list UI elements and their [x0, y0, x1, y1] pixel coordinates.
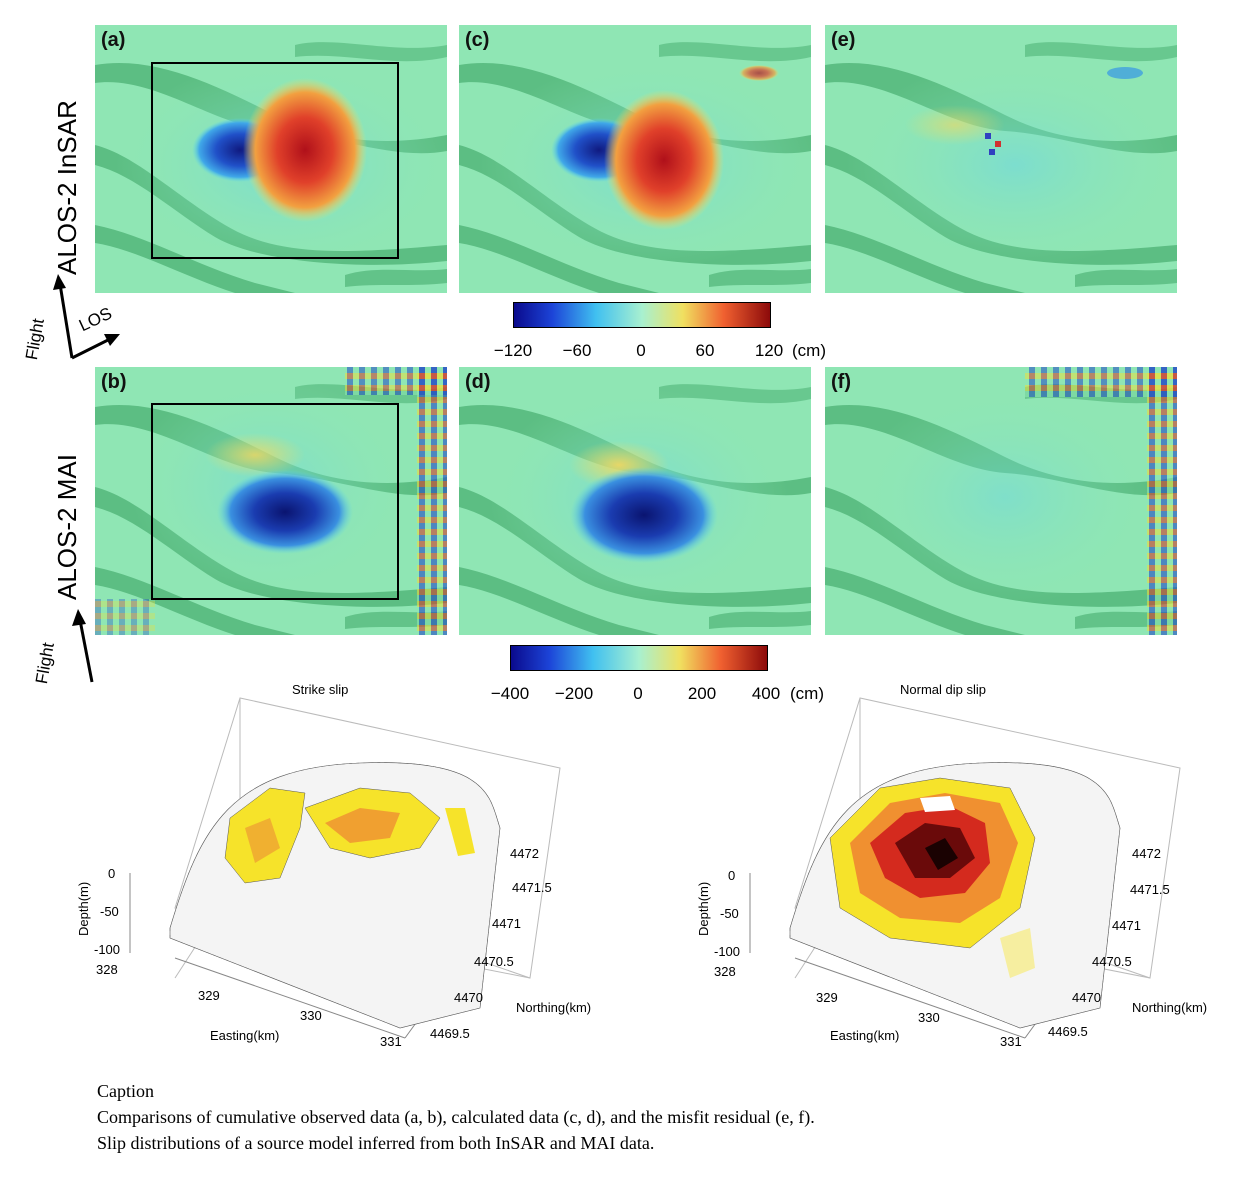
flight-arrow-mai — [72, 609, 94, 683]
cbar-insar-unit: (cm) — [792, 341, 826, 360]
xtick: 328 — [96, 962, 118, 977]
xlabel: Easting(km) — [210, 1028, 280, 1043]
panel-label-b: (b) — [101, 371, 127, 393]
row-label-mai: ALOS-2 MAI — [52, 454, 82, 600]
ytick: 4471.5 — [1130, 882, 1170, 897]
cbar-mai-tick: 0 — [633, 684, 643, 703]
ztick: -50 — [720, 906, 739, 921]
panel-d-calculated-mai: (d) — [459, 367, 811, 635]
cbar-mai-tick: −400 — [490, 684, 530, 703]
ztick: 0 — [108, 866, 116, 881]
ytick: 4471.5 — [512, 880, 552, 895]
ztick: -100 — [714, 944, 741, 959]
ylabel: Northing(km) — [1132, 1000, 1208, 1015]
caption-heading: Caption — [97, 1081, 154, 1101]
cbar-mai-tick: 400 — [751, 684, 781, 703]
zlabel: Depth(m) — [76, 881, 91, 936]
xtick: 330 — [918, 1010, 940, 1025]
xtick: 331 — [380, 1034, 402, 1049]
ylabel: Northing(km) — [516, 1000, 592, 1015]
ytick: 4471 — [1112, 918, 1141, 933]
panel-b-observed-mai: (b) — [95, 367, 447, 635]
ytick: 4469.5 — [430, 1026, 470, 1041]
cbar-mai-tick: −200 — [554, 684, 594, 703]
panel-label-c: (c) — [465, 29, 490, 51]
panel-e-residual-insar: (e) — [825, 25, 1177, 293]
panel-f-residual-mai: (f) — [825, 367, 1177, 635]
ytick: 4470.5 — [1092, 954, 1132, 969]
figure-caption: Caption Comparisons of cumulative observ… — [97, 1078, 815, 1156]
zlabel: Depth(m) — [696, 881, 711, 936]
flight-los-arrows — [53, 274, 120, 360]
xlabel: Easting(km) — [830, 1028, 900, 1043]
cbar-insar-tick: −120 — [493, 341, 533, 360]
ytick: 4470 — [454, 990, 483, 1005]
flight-label-bottom: Flight — [32, 641, 58, 686]
ytick: 4471 — [492, 916, 521, 931]
panel-label-d: (d) — [465, 371, 491, 393]
plot-strike-slip: Strike slip Depth(m) 0 -50 -100 328 329 … — [60, 678, 620, 1058]
ytick: 4470 — [1072, 990, 1101, 1005]
panel-label-a: (a) — [101, 29, 126, 51]
ytick: 4470.5 — [474, 954, 514, 969]
plot-title: Strike slip — [292, 682, 349, 697]
xtick: 331 — [1000, 1034, 1022, 1049]
caption-line-1: Comparisons of cumulative observed data … — [97, 1107, 815, 1127]
colorbar-insar — [513, 302, 771, 328]
ztick: -100 — [94, 942, 121, 957]
cbar-insar-tick: 0 — [636, 341, 646, 360]
panel-c-calculated-insar: (c) — [459, 25, 811, 293]
cbar-mai-tick: 200 — [687, 684, 717, 703]
panel-label-e: (e) — [831, 29, 856, 51]
ytick: 4472 — [510, 846, 539, 861]
row-label-insar: ALOS-2 InSAR — [52, 100, 82, 275]
cbar-insar-tick: −60 — [562, 341, 592, 360]
plot-normal-dip-slip: Normal dip slip Depth(m) 0 -50 -100 328 … — [680, 678, 1240, 1058]
ytick: 4472 — [1132, 846, 1161, 861]
panel-a-observed-insar: (a) — [95, 25, 447, 293]
cbar-insar-tick: 120 — [754, 341, 784, 360]
ztick: -50 — [100, 904, 119, 919]
xtick: 328 — [714, 964, 736, 979]
ytick: 4469.5 — [1048, 1024, 1088, 1039]
cbar-insar-tick: 60 — [695, 341, 715, 360]
colorbar-mai — [510, 645, 768, 671]
cbar-mai-unit: (cm) — [790, 684, 824, 703]
panel-label-f: (f) — [831, 371, 851, 393]
caption-line-2: Slip distributions of a source model inf… — [97, 1133, 655, 1153]
xtick: 329 — [198, 988, 220, 1003]
ztick: 0 — [728, 868, 736, 883]
xtick: 329 — [816, 990, 838, 1005]
plot-title: Normal dip slip — [900, 682, 986, 697]
xtick: 330 — [300, 1008, 322, 1023]
